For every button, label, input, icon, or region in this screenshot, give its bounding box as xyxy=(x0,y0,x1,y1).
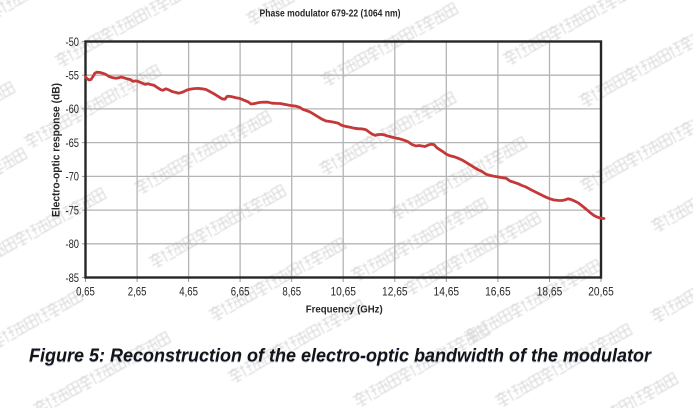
svg-text:-70: -70 xyxy=(66,170,80,184)
svg-text:-80: -80 xyxy=(66,237,80,251)
svg-text:-50: -50 xyxy=(66,35,80,49)
svg-text:-65: -65 xyxy=(66,136,80,150)
svg-text:6,65: 6,65 xyxy=(231,285,250,299)
svg-text:-55: -55 xyxy=(66,69,80,83)
svg-text:-60: -60 xyxy=(66,102,80,116)
svg-text:Electro-optic response (dB): Electro-optic response (dB) xyxy=(51,83,63,217)
svg-text:Figure 5: Reconstruction of th: Figure 5: Reconstruction of the electro-… xyxy=(29,346,652,366)
svg-text:8,65: 8,65 xyxy=(282,285,301,299)
svg-text:-85: -85 xyxy=(66,271,80,285)
svg-text:12,65: 12,65 xyxy=(382,285,408,299)
svg-text:0,65: 0,65 xyxy=(76,285,95,299)
svg-text:-75: -75 xyxy=(66,203,80,217)
svg-text:14,65: 14,65 xyxy=(434,285,460,299)
svg-text:2,65: 2,65 xyxy=(128,285,147,299)
svg-text:Phase modulator 679-22 (1064 n: Phase modulator 679-22 (1064 nm) xyxy=(260,8,401,20)
svg-text:10,65: 10,65 xyxy=(330,285,356,299)
svg-text:Frequency (GHz): Frequency (GHz) xyxy=(306,305,383,316)
svg-text:16,65: 16,65 xyxy=(485,285,511,299)
svg-text:18,65: 18,65 xyxy=(537,285,563,299)
svg-text:Figure 5: Reconstruction of th: Figure 5: Reconstruction of the electro-… xyxy=(29,347,652,367)
svg-text:4,65: 4,65 xyxy=(179,285,198,299)
svg-text:20,65: 20,65 xyxy=(588,285,614,299)
